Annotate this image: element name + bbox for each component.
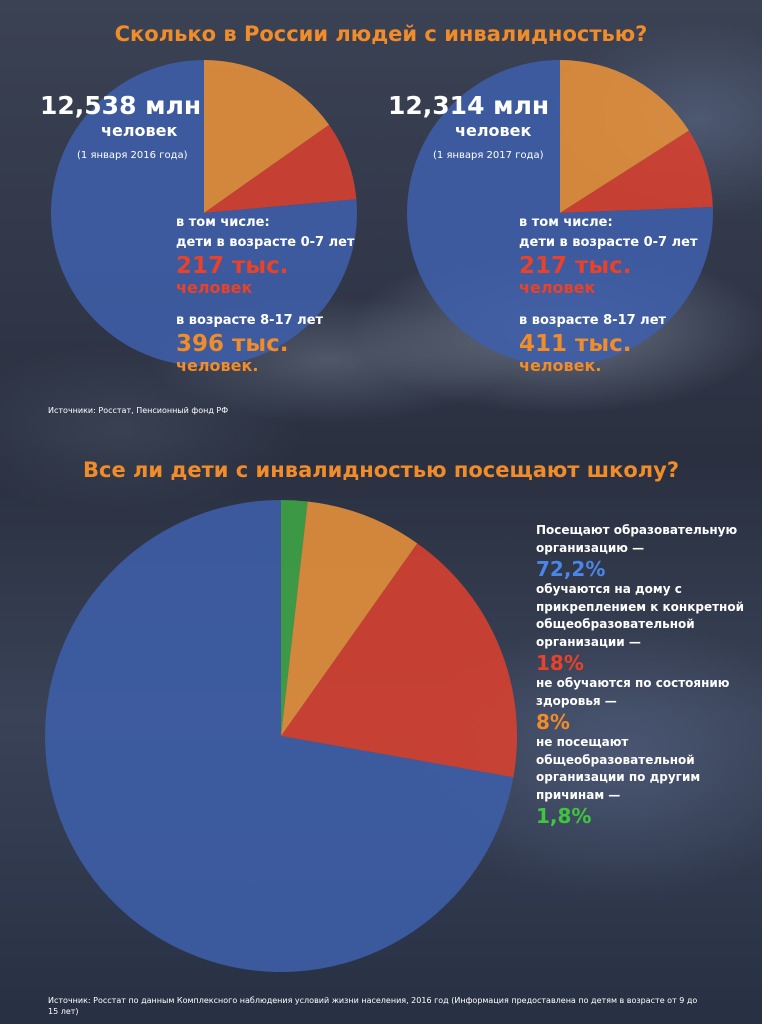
source-note-2: Источник: Росстат по данным Комплексного…: [48, 996, 698, 1016]
age1-unit: человек: [176, 278, 253, 297]
including-label: в том числе:: [176, 215, 270, 230]
age2-unit: человек.: [519, 356, 602, 375]
breakdown-2017: в том числе: дети в возрасте 0-7 лет 217…: [519, 213, 698, 375]
age1-unit: человек: [519, 278, 596, 297]
age2-value: 396 тыс.: [176, 331, 289, 357]
age2-label: в возрасте 8-17 лет: [176, 313, 324, 328]
legend-label-attend: Посещают образовательную организацию —: [536, 523, 738, 555]
pie-slice-1: [204, 60, 330, 213]
legend-label-home: обучаются на дому с прикреплением к конк…: [536, 582, 744, 649]
pie-slice-2: [407, 60, 713, 366]
pie-slice-1: [281, 543, 517, 778]
age1-label: дети в возрасте 0-7 лет: [176, 235, 355, 250]
total-2017-date: (1 января 2017 года): [433, 150, 544, 161]
total-2017-unit: человек: [455, 121, 532, 140]
pie-slice-3: [281, 500, 308, 736]
section2-title: Все ли дети с инвалидностью посещают шко…: [82, 458, 680, 482]
age1-value: 217 тыс.: [519, 253, 632, 279]
source-note-1: Источники: Росстат, Пенсионный фонд РФ: [48, 406, 229, 415]
legend-pct-other: 1,8%: [536, 804, 592, 828]
pie-slice-0: [560, 130, 713, 213]
pie-slice-2: [50, 60, 357, 367]
pie-slice-0: [44, 500, 514, 973]
age2-unit: человек.: [176, 356, 259, 375]
age2-label: в возрасте 8-17 лет: [519, 313, 667, 328]
breakdown-2016: в том числе: дети в возрасте 0-7 лет 217…: [176, 213, 355, 375]
total-2017-value: 12,314 млн: [388, 91, 550, 120]
legend-pct-attend: 72,2%: [536, 557, 606, 581]
total-2016-unit: человек: [101, 121, 178, 140]
legend-label-other: не посещают общеобразовательной организа…: [536, 735, 701, 802]
legend-pct-health: 8%: [536, 710, 570, 734]
pie-slice-0: [204, 124, 357, 213]
school-legend: Посещают образовательную организацию — 7…: [536, 522, 751, 828]
legend-label-health: не обучаются по состоянию здоровья —: [536, 676, 730, 708]
age1-label: дети в возрасте 0-7 лет: [519, 235, 698, 250]
age1-value: 217 тыс.: [176, 253, 289, 279]
total-2016-date: (1 января 2016 года): [77, 150, 188, 161]
total-2016-value: 12,538 млн: [40, 91, 202, 120]
legend-pct-home: 18%: [536, 651, 584, 675]
pie-slice-1: [560, 60, 689, 213]
age2-value: 411 тыс.: [519, 331, 632, 357]
pie-slice-2: [281, 501, 418, 736]
including-label: в том числе:: [519, 215, 613, 230]
section1-title: Сколько в России людей с инвалидностью?: [114, 22, 648, 46]
